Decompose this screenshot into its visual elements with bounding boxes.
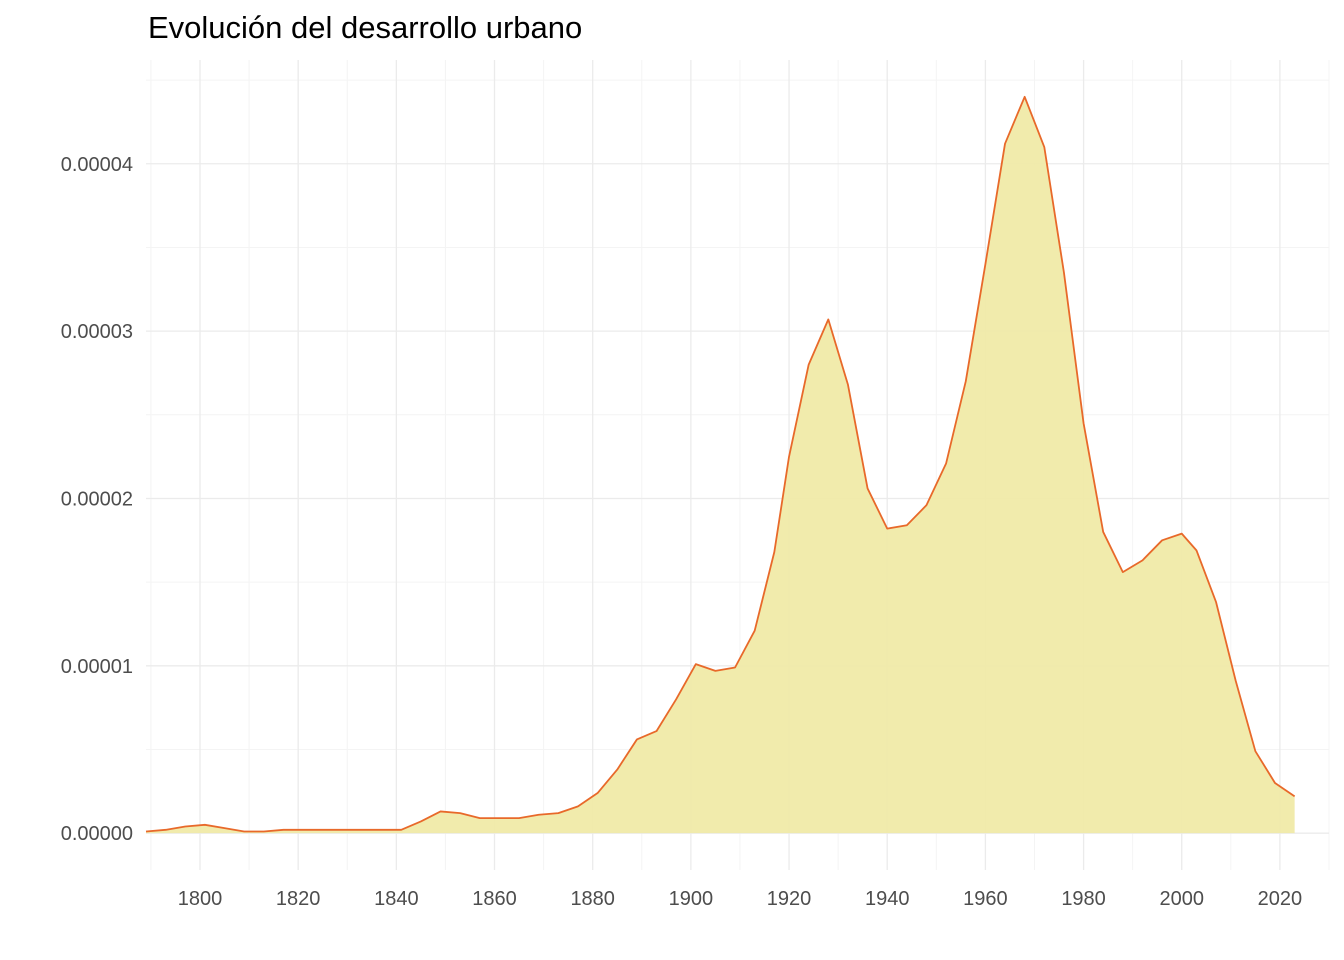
y-axis-tick-labels: 0.00000 0.00001 0.00002 0.00003 0.00004 (61, 154, 133, 845)
y-tick-label: 0.00003 (61, 321, 133, 343)
x-tick-label: 1820 (276, 888, 321, 910)
x-axis-tick-labels: 1800 1820 1840 1860 1880 1900 1920 1940 1960 1980… (178, 888, 1302, 910)
x-tick-label: 1960 (963, 888, 1008, 910)
x-tick-label: 1980 (1061, 888, 1106, 910)
x-tick-label: 1860 (472, 888, 517, 910)
x-tick-label: 2020 (1258, 888, 1303, 910)
area-fill (146, 96, 1295, 834)
series-line (145, 95, 1296, 833)
area-layer (145, 95, 1296, 834)
y-tick-label: 0.00002 (61, 488, 133, 510)
x-tick-label: 1800 (178, 888, 223, 910)
x-tick-label: 1900 (669, 888, 714, 910)
x-tick-label: 1940 (865, 888, 910, 910)
chart-title: Evolución del desarrollo urbano (148, 10, 583, 45)
x-tick-label: 1920 (767, 888, 812, 910)
x-tick-label: 2000 (1159, 888, 1204, 910)
x-tick-label: 1880 (570, 888, 615, 910)
y-tick-label: 0.00000 (61, 823, 133, 845)
y-tick-label: 0.00004 (61, 154, 133, 176)
y-tick-label: 0.00001 (61, 656, 133, 678)
x-tick-label: 1840 (374, 888, 419, 910)
